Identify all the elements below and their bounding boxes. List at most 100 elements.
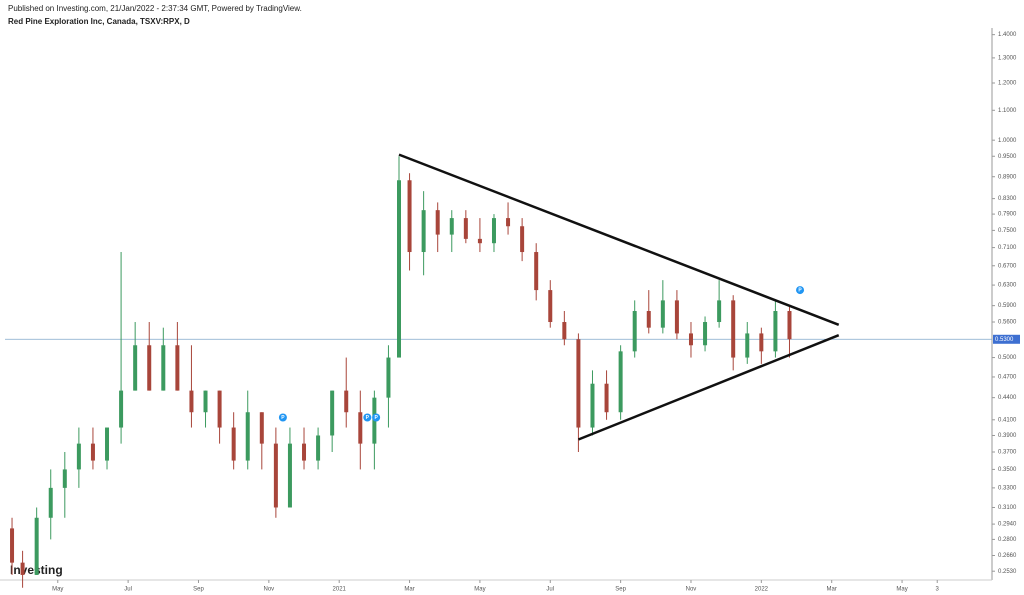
candle-body <box>745 333 750 358</box>
y-tick-label: 0.3300 <box>998 485 1017 491</box>
candle-body <box>316 435 321 461</box>
candle-body <box>703 322 708 346</box>
candle-body <box>273 443 278 508</box>
x-tick-label: Jul <box>124 587 132 593</box>
candle-body <box>534 252 539 291</box>
candle-body <box>76 443 81 470</box>
candle-body <box>688 333 693 346</box>
candle-body <box>449 218 454 235</box>
y-tick-label: 0.2530 <box>998 569 1017 575</box>
candle-body <box>90 443 95 461</box>
candle-body <box>674 300 679 334</box>
candle-body <box>787 311 792 340</box>
x-tick-label: May <box>474 587 485 593</box>
event-marker <box>372 413 381 422</box>
x-tick-label: Mar <box>404 587 414 593</box>
event-label: P <box>281 415 285 421</box>
y-tick-label: 0.8900 <box>998 174 1017 180</box>
y-tick-label: 1.1000 <box>998 108 1017 114</box>
y-tick-label: 0.2660 <box>998 553 1017 559</box>
y-tick-label: 0.3900 <box>998 433 1017 439</box>
y-tick-label: 0.2800 <box>998 537 1017 543</box>
candle-body <box>506 218 511 227</box>
candle-body <box>147 345 152 391</box>
candle-body <box>548 290 553 323</box>
event-label: P <box>798 287 802 293</box>
candle-body <box>562 322 567 340</box>
y-tick-label: 0.5900 <box>998 303 1017 309</box>
published-note: Published on Investing.com, 21/Jan/2022 … <box>8 4 302 13</box>
candle-body <box>287 443 292 508</box>
y-tick-label: 0.3700 <box>998 450 1017 456</box>
candle-body <box>632 311 637 352</box>
x-tick-label: May <box>52 587 63 593</box>
y-tick-label: 0.5000 <box>998 355 1017 361</box>
event-marker <box>278 413 287 422</box>
candle-body <box>203 390 208 413</box>
candle-body <box>477 238 482 244</box>
candle-body <box>386 357 391 398</box>
candle-body <box>10 528 15 563</box>
candle-body <box>105 427 110 461</box>
candle-body <box>175 345 180 391</box>
x-tick-label: Jul <box>546 587 554 593</box>
candle-body <box>119 390 124 428</box>
event-marker <box>796 286 805 295</box>
candle-body <box>576 339 581 428</box>
last-price-label: 0.5300 <box>995 337 1014 343</box>
candle-body <box>217 390 222 428</box>
x-tick-label: May <box>896 587 907 593</box>
candle-body <box>62 469 67 488</box>
y-tick-label: 0.4400 <box>998 395 1017 401</box>
candle-body <box>773 311 778 352</box>
candle-body <box>189 390 194 413</box>
y-tick-label: 0.7500 <box>998 228 1017 234</box>
candle-body <box>590 383 595 428</box>
y-tick-label: 0.6300 <box>998 283 1017 289</box>
candle-body <box>646 311 651 328</box>
candle-body <box>20 562 25 575</box>
y-tick-label: 0.3100 <box>998 505 1017 511</box>
x-tick-label: 3 <box>936 587 940 593</box>
candle-body <box>259 412 264 444</box>
y-tick-label: 0.3500 <box>998 467 1017 473</box>
y-tick-label: 1.2000 <box>998 81 1017 87</box>
y-tick-label: 0.6700 <box>998 263 1017 269</box>
x-tick-label: Nov <box>264 587 275 593</box>
candle-body <box>463 218 468 239</box>
candle-body <box>618 351 623 413</box>
candle-body <box>731 300 736 358</box>
x-tick-label: Sep <box>615 587 626 593</box>
x-tick-label: Mar <box>827 587 837 593</box>
candle-body <box>34 517 39 575</box>
y-tick-label: 0.8300 <box>998 196 1017 202</box>
y-tick-label: 0.7900 <box>998 212 1017 218</box>
x-tick-label: Sep <box>193 587 204 593</box>
candle-body <box>759 333 764 352</box>
event-label: P <box>374 415 378 421</box>
candle-body <box>245 412 250 461</box>
candle-body <box>358 412 363 444</box>
candle-body <box>330 390 335 436</box>
trendline <box>577 334 840 441</box>
candle-body <box>491 218 496 244</box>
candle-body <box>604 383 609 413</box>
candle-body <box>520 226 525 253</box>
x-tick-label: Nov <box>686 587 697 593</box>
event-marker <box>363 413 372 422</box>
candle-body <box>407 180 412 253</box>
event-label: P <box>366 415 370 421</box>
y-tick-label: 0.9500 <box>998 154 1017 160</box>
candle-body <box>231 427 236 461</box>
y-tick-label: 1.3000 <box>998 55 1017 61</box>
y-tick-label: 0.7100 <box>998 245 1017 251</box>
candle-body <box>133 345 138 391</box>
last-price-box <box>993 334 1020 344</box>
x-tick-label: 2022 <box>755 587 769 593</box>
trendline <box>398 153 840 326</box>
candle-body <box>660 300 665 328</box>
y-tick-label: 0.4100 <box>998 417 1017 423</box>
candle-body <box>344 390 349 413</box>
y-tick-label: 1.0000 <box>998 138 1017 144</box>
